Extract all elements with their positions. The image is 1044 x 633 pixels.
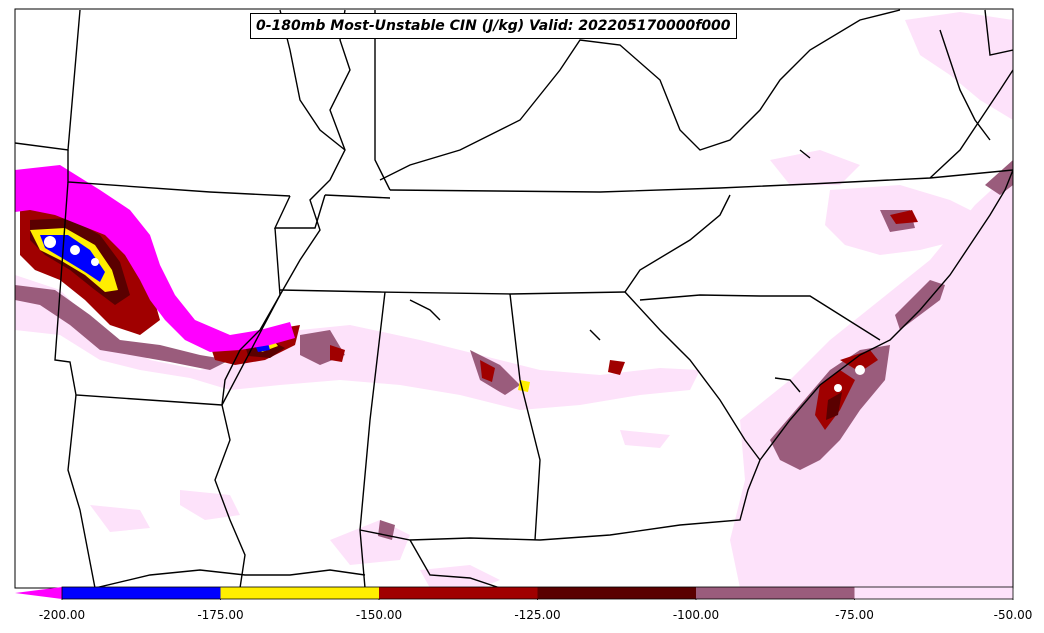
colorbar-tick-label: -100.00 — [672, 608, 720, 622]
border-mo-ar — [273, 194, 326, 229]
colorbar-tick-label: -50.00 — [993, 608, 1033, 622]
border-tn-south — [279, 289, 626, 295]
border-ga-fl — [539, 459, 761, 541]
colorbar-under-triangle — [15, 587, 62, 599]
border-ok-tx — [54, 181, 223, 406]
border-tn-ky — [389, 169, 1013, 193]
border-tx-la — [67, 394, 96, 588]
colorbar-tick-label: -175.00 — [197, 608, 244, 622]
colorbar-tick-label: -150.00 — [355, 608, 403, 622]
lake-feature-ga — [589, 329, 601, 341]
colorbar-bin-2 — [379, 587, 538, 599]
colorbar-bin-4 — [696, 587, 855, 599]
colorbar-tick-label: -200.00 — [38, 608, 86, 622]
state-borders — [15, 9, 1013, 588]
chesapeake — [939, 29, 991, 141]
border-il-in — [374, 10, 391, 191]
atlantic-coastline — [759, 169, 1013, 461]
border-ok-north — [67, 150, 291, 197]
lake-feature-va — [799, 149, 811, 159]
border-de-md — [984, 9, 1013, 56]
colorbar-bin-5 — [854, 587, 1013, 599]
colorbar-bins — [62, 587, 1013, 599]
cin-shading — [15, 12, 1013, 588]
colorbar-bin-3 — [537, 587, 696, 599]
lake-feature-al — [409, 299, 441, 321]
border-ks-ok — [15, 9, 81, 151]
colorbar-bin-1 — [220, 587, 379, 599]
border-tn-west — [324, 194, 391, 199]
border-nc-sc — [639, 294, 881, 341]
mississippi-river — [214, 9, 351, 588]
colorbar-tick-label: -125.00 — [514, 608, 561, 622]
map-title: 0-180mb Most-Unstable CIN (J/kg) Valid: … — [250, 13, 737, 39]
border-tn-nc — [624, 194, 731, 293]
gulf-coast-west — [94, 569, 366, 588]
colorbar-tick-marks — [61, 599, 1014, 600]
border-ms-al — [359, 291, 386, 588]
border-al-ga — [509, 293, 541, 541]
border-al-fl — [359, 529, 541, 541]
border-va-coast — [929, 69, 1013, 179]
colorbar-tick-label: -75.00 — [835, 608, 874, 622]
colorbar-bin-0 — [62, 587, 221, 599]
cin-gaps — [44, 236, 865, 392]
gulf-coast-east — [409, 539, 501, 588]
lake-marion — [774, 377, 801, 393]
border-ga-sc — [624, 291, 761, 461]
cin-extreme-areas — [15, 165, 295, 352]
colorbar — [15, 586, 1014, 600]
border-ohio-river — [379, 9, 901, 181]
map-title-text: 0-180mb Most-Unstable CIN (J/kg) Valid: … — [256, 18, 731, 34]
